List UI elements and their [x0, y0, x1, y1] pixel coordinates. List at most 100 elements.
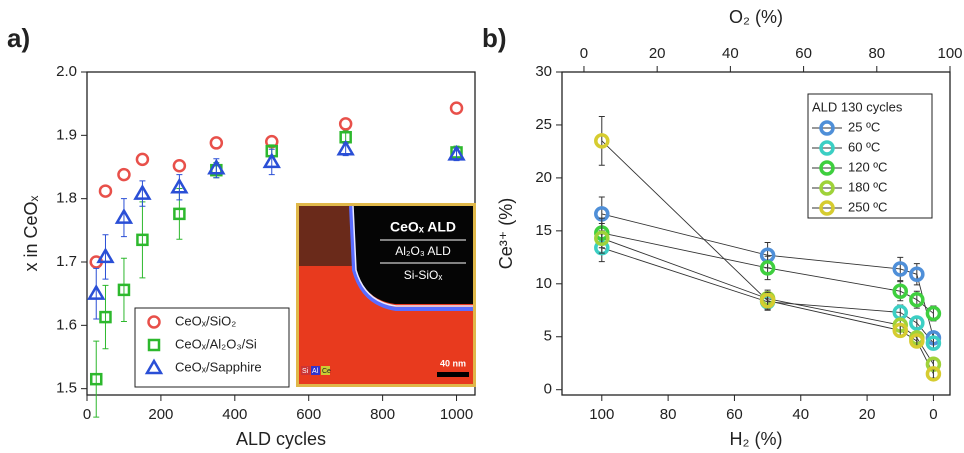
error-bar [897, 256, 904, 282]
y-tick-label: 0 [544, 381, 552, 398]
x2-axis-title: O₂ (%) [729, 7, 783, 27]
inset-region [299, 206, 353, 266]
marker [173, 207, 186, 221]
legend-label: 180 ºC [848, 179, 887, 194]
legend-label: 250 ºC [848, 199, 887, 214]
marker [892, 283, 909, 299]
marker [925, 305, 942, 322]
panel-label: b) [482, 23, 507, 53]
legend-label: 25 ºC [848, 119, 880, 134]
marker [892, 322, 909, 339]
error-bar [598, 222, 605, 254]
legend-label: CeOₓ/Sapphire [175, 359, 262, 374]
y-axis-title: x in CeOₓ [21, 195, 41, 271]
marker [114, 208, 134, 224]
inset-label: Si-SiOₓ [404, 268, 443, 282]
error-bar [102, 284, 109, 350]
inset-region [353, 206, 473, 304]
error-bar [93, 267, 100, 320]
marker [909, 266, 925, 283]
marker [909, 291, 925, 308]
error-bar [764, 255, 771, 281]
x-tick-label: 1000 [440, 406, 473, 423]
marker [117, 167, 131, 182]
marker [336, 139, 355, 156]
y-tick-label: 30 [535, 63, 552, 80]
legend-label: CeOₓ/SiO₂ [175, 313, 236, 328]
marker [87, 284, 106, 300]
error-bar [139, 201, 146, 279]
element-label: Si [302, 368, 309, 375]
legend-marker [819, 120, 835, 136]
scale-bar [437, 372, 469, 377]
legend-label: 60 ºC [848, 139, 880, 154]
y-tick-label: 1.9 [56, 126, 77, 143]
marker [96, 247, 115, 264]
marker [449, 101, 464, 115]
y-tick-label: 2.0 [56, 63, 77, 80]
panel-label: a) [7, 23, 30, 53]
error-bar [120, 257, 127, 323]
y-tick-label: 10 [535, 275, 552, 292]
marker [262, 152, 281, 169]
marker [135, 152, 150, 167]
legend-marker [819, 200, 835, 216]
x2-tick-label: 60 [795, 45, 812, 62]
marker [133, 184, 152, 200]
legend-label: 120 ºC [848, 159, 887, 174]
marker [892, 261, 909, 277]
x-tick-label: 20 [859, 406, 876, 423]
marker [99, 310, 112, 324]
marker [759, 260, 776, 276]
legend-marker [819, 160, 835, 176]
marker [909, 315, 925, 331]
marker [209, 136, 224, 150]
marker [170, 177, 189, 194]
legend-marker [147, 338, 161, 352]
error-bar [598, 115, 605, 166]
marker [909, 333, 925, 349]
marker [925, 335, 942, 351]
x-tick-label: 80 [660, 406, 677, 423]
marker [207, 158, 226, 175]
y-tick-label: 1.8 [56, 190, 77, 207]
x2-tick-label: 0 [580, 45, 588, 62]
legend-box [807, 93, 933, 219]
y-axis-title: Ce³⁺ (%) [496, 198, 516, 270]
element-label: Ce [322, 368, 331, 375]
y-tick-label: 5 [544, 328, 552, 345]
x-tick-label: 400 [222, 406, 247, 423]
error-bar [93, 340, 100, 418]
y-tick-label: 1.5 [56, 380, 77, 397]
marker [759, 292, 776, 309]
y-tick-label: 25 [535, 116, 552, 133]
x-axis-title: H₂ (%) [730, 429, 783, 449]
marker [925, 366, 942, 382]
x-tick-label: 600 [296, 406, 321, 423]
inset-label: CeOₓ ALD [390, 219, 456, 235]
marker [117, 283, 131, 297]
y-tick-label: 1.7 [56, 253, 77, 270]
marker [172, 158, 187, 173]
marker [98, 184, 113, 198]
legend-title: ALD 130 cycles [812, 99, 903, 114]
y-tick-label: 20 [535, 169, 552, 186]
y-tick-label: 15 [535, 222, 552, 239]
marker [594, 133, 610, 149]
legend-marker [819, 180, 835, 196]
inset-interface [352, 205, 473, 307]
x-tick-label: 800 [370, 406, 395, 423]
element-swatch [321, 366, 330, 375]
marker [89, 372, 103, 386]
inset: CeOₓ ALD Al₂O₃ ALD Si-SiOₓ Si Al Ce 40 n… [296, 203, 476, 387]
element-swatch [301, 366, 310, 375]
y-tick-label: 1.6 [56, 316, 77, 333]
marker [447, 144, 466, 161]
error-bar [102, 234, 109, 280]
x-tick-label: 40 [792, 406, 809, 423]
error-bar [120, 198, 127, 238]
legend-marker [819, 140, 835, 156]
element-swatch [311, 366, 320, 375]
x2-tick-label: 100 [937, 45, 962, 62]
